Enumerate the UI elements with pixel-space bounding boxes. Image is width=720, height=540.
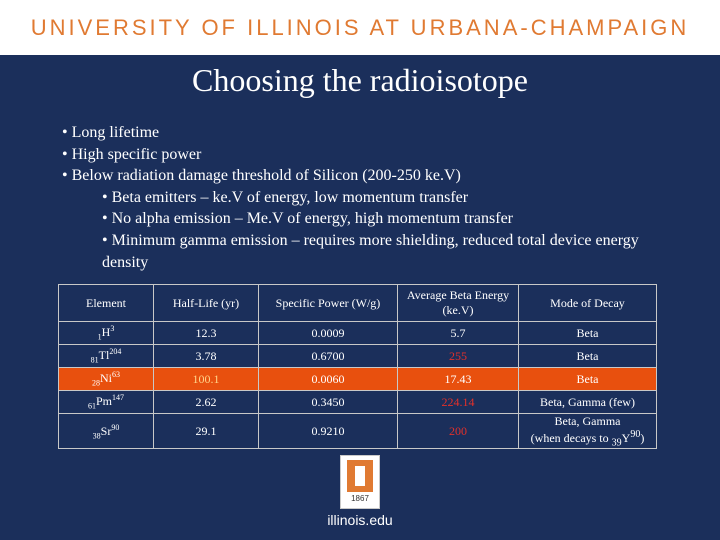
sub-bullet-item: • Minimum gamma emission – requires more… xyxy=(102,231,639,271)
table-row: 38Sr90 29.1 0.9210 200 Beta, Gamma (when … xyxy=(58,412,657,450)
energy-cell: 224.14 xyxy=(397,390,519,414)
power-cell: 0.3450 xyxy=(258,390,398,414)
sub-bullet-item: • No alpha emission – Me.V of energy, hi… xyxy=(102,210,514,228)
bullet-item: • Long lifetime xyxy=(62,124,160,141)
col-header-element: Element xyxy=(58,284,154,322)
col-header-decay-mode: Mode of Decay xyxy=(518,284,657,322)
col-header-half-life: Half-Life (yr) xyxy=(153,284,259,322)
university-logo: 1867 xyxy=(340,455,380,509)
energy-cell: 17.43 xyxy=(397,367,519,391)
decay-cell: Beta xyxy=(518,367,657,391)
decay-cell: Beta xyxy=(518,321,657,345)
logo-year: 1867 xyxy=(351,494,369,503)
slide-title: Choosing the radioisotope xyxy=(192,62,528,98)
half-life-cell: 12.3 xyxy=(153,321,259,345)
col-header-specific-power: Specific Power (W/g) xyxy=(258,284,398,322)
table-row-highlighted: 28Ni63 100.1 0.0060 17.43 Beta xyxy=(58,367,657,391)
decay-cell: Beta xyxy=(518,344,657,368)
isotope-table: Element Half-Life (yr) Specific Power (W… xyxy=(58,284,657,450)
element-cell: 1H3 xyxy=(58,321,154,345)
energy-cell: 5.7 xyxy=(397,321,519,345)
element-cell: 38Sr90 xyxy=(58,412,154,450)
sub-bullet-item: • Beta emitters – ke.V of energy, low mo… xyxy=(102,188,469,206)
power-cell: 0.6700 xyxy=(258,344,398,368)
half-life-cell: 3.78 xyxy=(153,344,259,368)
half-life-cell: 29.1 xyxy=(153,412,259,450)
university-name: UNIVERSITY OF ILLINOIS AT URBANA-CHAMPAI… xyxy=(30,15,690,40)
table-row: 81Tl204 3.78 0.6700 255 Beta xyxy=(58,344,657,368)
decay-cell: Beta, Gamma (few) xyxy=(518,390,657,414)
bullet-item: • High specific power xyxy=(62,145,202,163)
energy-cell: 255 xyxy=(397,344,519,368)
table-row: 1H3 12.3 0.0009 5.7 Beta xyxy=(58,321,657,345)
decay-cell: Beta, Gamma (when decays to 39Y90) xyxy=(518,412,657,450)
block-i-icon xyxy=(347,460,373,492)
power-cell: 0.0009 xyxy=(258,321,398,345)
col-header-beta-energy: Average Beta Energy (ke.V) xyxy=(397,284,519,322)
bullet-list: • Long lifetime • High specific power • … xyxy=(62,122,682,273)
energy-cell: 200 xyxy=(397,412,519,450)
footer-url: illinois.edu xyxy=(327,512,393,528)
table-header-row: Element Half-Life (yr) Specific Power (W… xyxy=(58,284,657,322)
half-life-cell: 100.1 xyxy=(153,367,259,391)
element-cell: 81Tl204 xyxy=(58,344,154,368)
power-cell: 0.0060 xyxy=(258,367,398,391)
element-cell: 61Pm147 xyxy=(58,390,154,414)
element-cell: 28Ni63 xyxy=(58,367,154,391)
power-cell: 0.9210 xyxy=(258,412,398,450)
half-life-cell: 2.62 xyxy=(153,390,259,414)
header-bar: UNIVERSITY OF ILLINOIS AT URBANA-CHAMPAI… xyxy=(0,0,720,55)
bullet-item: • Below radiation damage threshold of Si… xyxy=(62,167,461,185)
table-row: 61Pm147 2.62 0.3450 224.14 Beta, Gamma (… xyxy=(58,390,657,414)
